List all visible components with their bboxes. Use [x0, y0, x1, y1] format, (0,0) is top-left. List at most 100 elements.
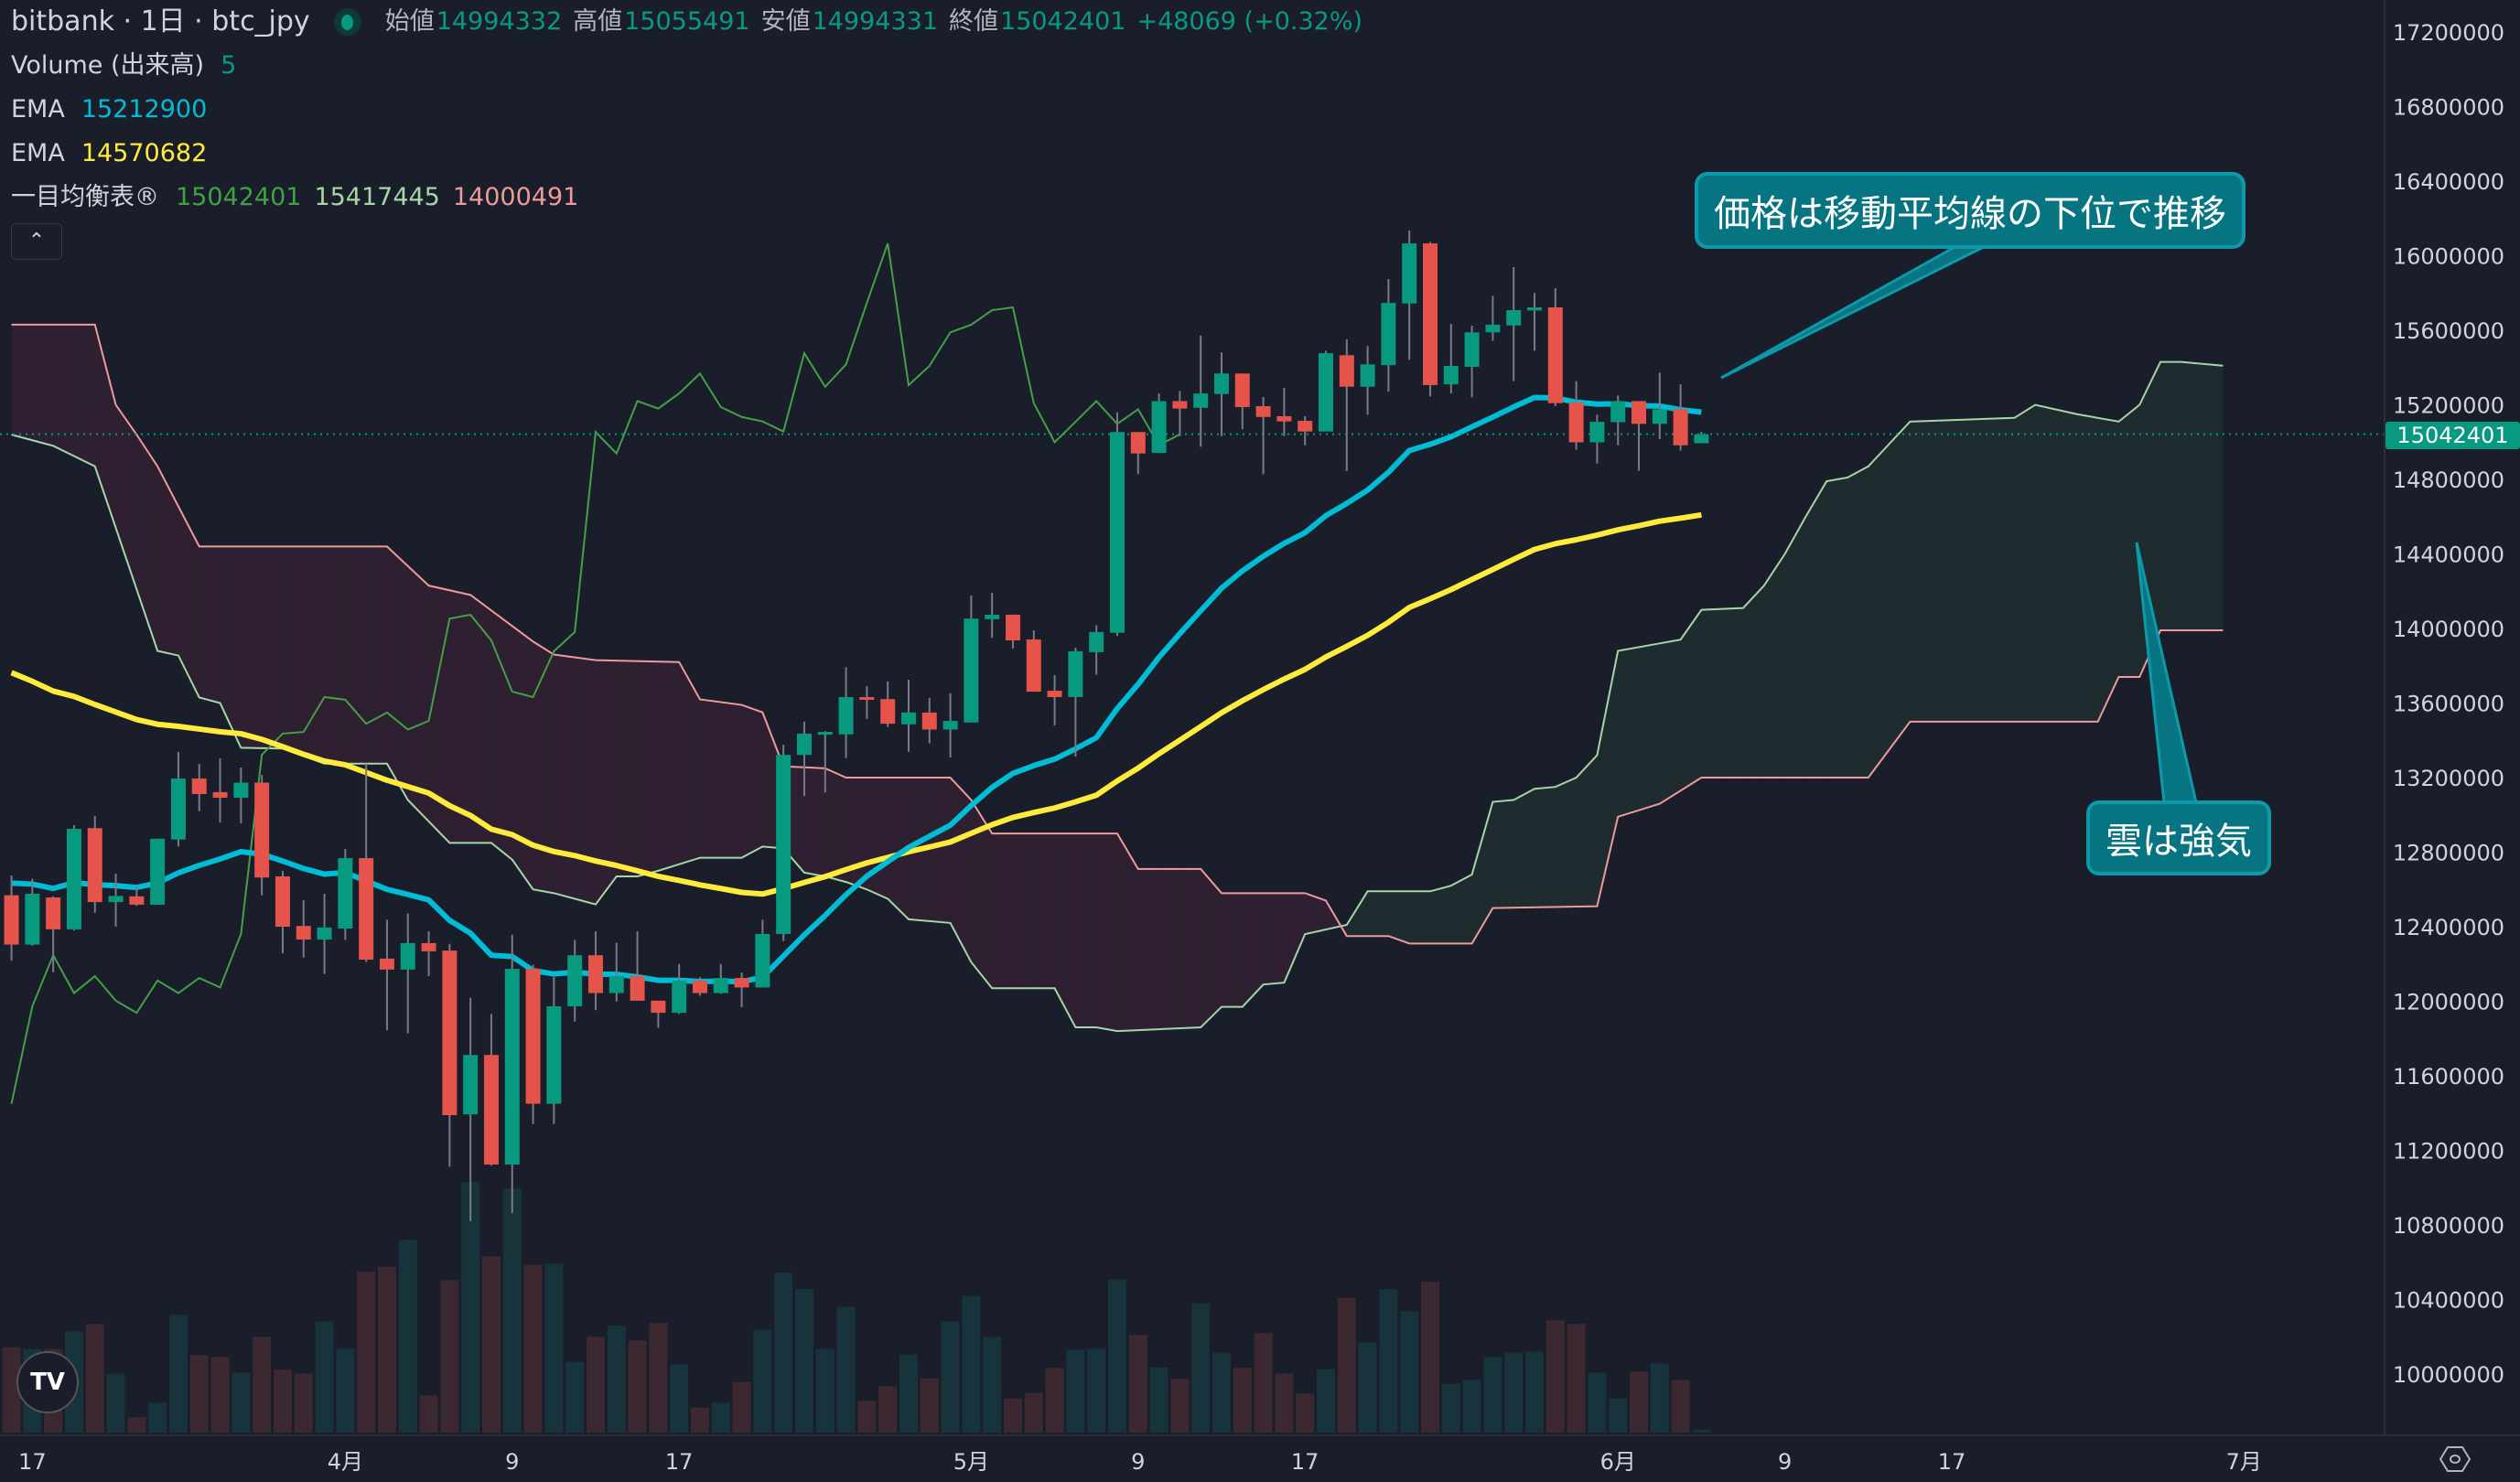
- candle-body[interactable]: [1234, 373, 1250, 407]
- symbol-title[interactable]: bitbank · 1日 · btc_jpy: [11, 5, 310, 38]
- candle-body[interactable]: [1068, 650, 1083, 697]
- candle-body[interactable]: [359, 858, 374, 961]
- collapse-legend-button[interactable]: ⌃: [11, 223, 62, 260]
- candle-body[interactable]: [275, 875, 290, 928]
- time-axis[interactable]: [0, 1434, 2520, 1482]
- ichimoku-cloud-segment: [992, 833, 1013, 989]
- candle-body[interactable]: [296, 926, 311, 940]
- chart-settings-icon[interactable]: [2439, 1445, 2471, 1473]
- candle-body[interactable]: [1026, 639, 1041, 693]
- candle-body[interactable]: [900, 712, 916, 725]
- candle-body[interactable]: [233, 782, 249, 799]
- ema-slow-legend[interactable]: EMA 14570682: [11, 132, 1373, 176]
- candle-body[interactable]: [942, 721, 958, 730]
- candle-body[interactable]: [1443, 365, 1459, 385]
- candle-body[interactable]: [630, 975, 645, 1001]
- candle-body[interactable]: [1047, 691, 1062, 697]
- candle-body[interactable]: [338, 858, 353, 929]
- candle-body[interactable]: [191, 779, 207, 794]
- candle-body[interactable]: [1610, 401, 1626, 423]
- candle-body[interactable]: [1089, 631, 1104, 652]
- candle-body[interactable]: [921, 712, 937, 730]
- candle-body[interactable]: [400, 942, 415, 970]
- candle-body[interactable]: [525, 969, 541, 1104]
- candle-body[interactable]: [504, 969, 520, 1165]
- candle-body[interactable]: [1213, 373, 1229, 394]
- candle-body[interactable]: [1485, 324, 1501, 333]
- candle-body[interactable]: [587, 955, 603, 993]
- candle-body[interactable]: [608, 975, 624, 993]
- candle-body[interactable]: [1547, 306, 1563, 403]
- candle-body[interactable]: [379, 958, 394, 970]
- volume-legend[interactable]: Volume (出来高) 5: [11, 44, 1373, 88]
- candle-body[interactable]: [817, 732, 833, 736]
- candle-body[interactable]: [964, 618, 979, 723]
- candle-body[interactable]: [776, 755, 792, 934]
- candle-body[interactable]: [1005, 614, 1020, 641]
- annotation-price-below-ma[interactable]: 価格は移動平均線の下位で推移: [1695, 172, 2245, 249]
- candle-body[interactable]: [1568, 403, 1584, 443]
- candle-body[interactable]: [734, 978, 749, 988]
- candle-body[interactable]: [1632, 401, 1647, 424]
- candle-body[interactable]: [317, 927, 332, 940]
- candle-body[interactable]: [1130, 432, 1146, 454]
- candle-body[interactable]: [1151, 401, 1167, 454]
- ichimoku-cloud-segment: [1722, 607, 1744, 779]
- candle-body[interactable]: [1423, 243, 1438, 385]
- candle-body[interactable]: [212, 791, 228, 799]
- candle-body[interactable]: [546, 1006, 562, 1104]
- candle-body[interactable]: [985, 614, 1000, 619]
- candle-body[interactable]: [463, 1055, 479, 1115]
- candle-body[interactable]: [421, 942, 436, 951]
- candle-body[interactable]: [859, 696, 875, 700]
- candle-body[interactable]: [1276, 415, 1292, 422]
- candle-body[interactable]: [1298, 421, 1313, 432]
- candle-body[interactable]: [129, 896, 145, 905]
- candle-body[interactable]: [1652, 409, 1667, 424]
- candle-body[interactable]: [1318, 353, 1333, 432]
- annotation-cloud-bullish[interactable]: 雲は強気: [2086, 800, 2271, 875]
- candle-body[interactable]: [170, 779, 186, 840]
- candle-body[interactable]: [796, 733, 812, 756]
- candle-body[interactable]: [672, 980, 687, 1014]
- ichimoku-legend[interactable]: 一目均衡表® 15042401 15417445 14000491: [11, 176, 1373, 220]
- candle-body[interactable]: [838, 696, 854, 735]
- candle-body[interactable]: [880, 699, 896, 725]
- ema-slow-label: EMA: [11, 139, 65, 167]
- candle-body[interactable]: [1506, 310, 1522, 326]
- candle-body[interactable]: [1694, 434, 1709, 444]
- candle-body[interactable]: [1109, 432, 1125, 633]
- candle-body[interactable]: [1360, 364, 1375, 387]
- candle-body[interactable]: [1339, 355, 1354, 387]
- candle-body[interactable]: [1255, 405, 1271, 417]
- candle-body[interactable]: [567, 955, 583, 1007]
- candle-body[interactable]: [87, 828, 102, 903]
- candle-body[interactable]: [713, 978, 728, 993]
- candle-body[interactable]: [1402, 243, 1417, 304]
- candle-body[interactable]: [46, 897, 61, 929]
- price-axis[interactable]: [2384, 0, 2520, 1434]
- candle-body[interactable]: [1527, 306, 1543, 311]
- candle-body[interactable]: [1464, 332, 1480, 367]
- candle-body[interactable]: [108, 896, 124, 903]
- candle-body[interactable]: [1381, 303, 1396, 366]
- ema-fast-legend[interactable]: EMA 15212900: [11, 88, 1373, 132]
- ichimoku-cloud-segment: [1430, 886, 1451, 944]
- candle-body[interactable]: [692, 980, 707, 993]
- candle-body[interactable]: [254, 782, 270, 878]
- candle-body[interactable]: [651, 1000, 666, 1014]
- volume-bar: [1233, 1368, 1252, 1433]
- candle-body[interactable]: [4, 895, 19, 945]
- candle-body[interactable]: [1673, 409, 1688, 446]
- candle-body[interactable]: [483, 1055, 499, 1165]
- candle-body[interactable]: [442, 950, 458, 1115]
- candle-body[interactable]: [755, 933, 770, 988]
- ichimoku-cloud-segment: [1639, 643, 1660, 811]
- candle-body[interactable]: [25, 893, 40, 945]
- candle-body[interactable]: [66, 829, 81, 929]
- candle-body[interactable]: [150, 838, 166, 905]
- tradingview-logo-icon[interactable]: TV: [16, 1351, 79, 1413]
- candle-body[interactable]: [1172, 401, 1188, 409]
- candle-body[interactable]: [1589, 422, 1605, 443]
- candle-body[interactable]: [1193, 393, 1209, 408]
